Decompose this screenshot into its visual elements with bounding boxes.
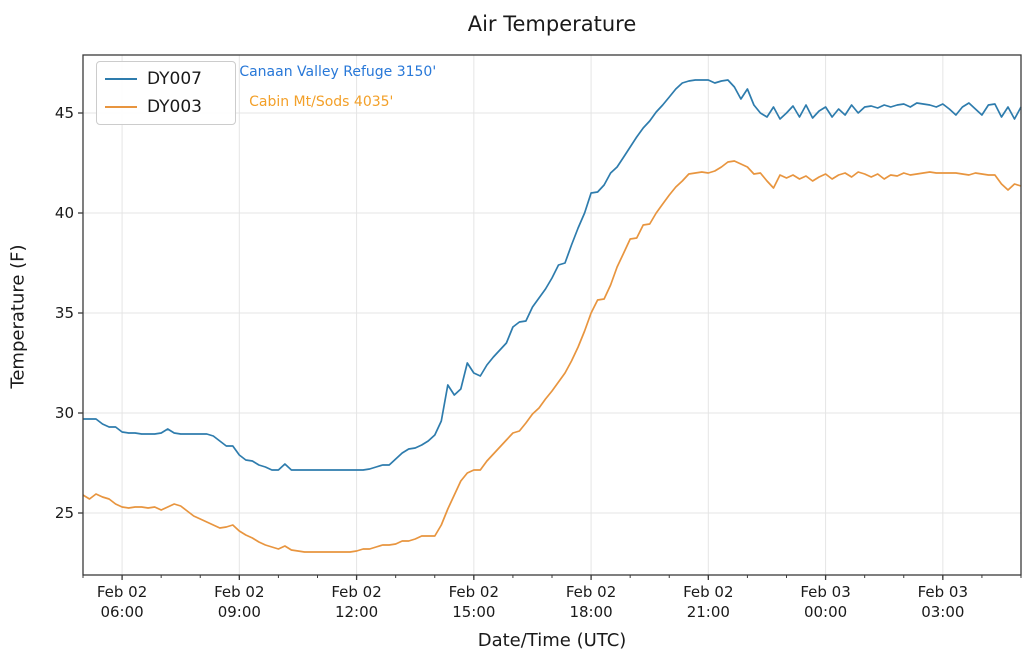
x-tick-label: Feb 02 09:00 xyxy=(214,583,264,621)
annotation-cabin-mt-sods: Cabin Mt/Sods 4035' xyxy=(249,94,394,110)
y-tick-label: 25 xyxy=(55,504,74,522)
legend-label-dy003: DY003 xyxy=(147,96,202,117)
y-tick-label: 30 xyxy=(55,404,74,422)
x-tick-label: Feb 02 12:00 xyxy=(331,583,381,621)
x-tick-label: Feb 02 18:00 xyxy=(566,583,616,621)
x-tick-label: Feb 03 00:00 xyxy=(800,583,850,621)
legend-entry-dy003: DY003 xyxy=(105,97,227,117)
x-tick-label: Feb 02 21:00 xyxy=(683,583,733,621)
x-axis-label: Date/Time (UTC) xyxy=(477,630,627,651)
y-tick-label: 40 xyxy=(55,204,74,222)
axes-spines xyxy=(82,54,1022,576)
y-tick-label: 35 xyxy=(55,304,74,322)
legend-entry-dy007: DY007 xyxy=(105,69,227,89)
legend-label-dy007: DY007 xyxy=(147,69,202,90)
dy007-line-swatch xyxy=(105,78,137,81)
x-tick-label: Feb 02 06:00 xyxy=(97,583,147,621)
legend: DY007 DY003 xyxy=(96,61,236,125)
dy003-line-swatch xyxy=(105,105,137,108)
annotation-canaan-valley-refuge: Canaan Valley Refuge 3150' xyxy=(239,64,437,80)
y-tick-label: 45 xyxy=(55,104,74,122)
x-tick-label: Feb 03 03:00 xyxy=(918,583,968,621)
series-line-dy007 xyxy=(83,79,1022,471)
chart-title: Air Temperature xyxy=(467,12,637,36)
x-tick-label: Feb 02 15:00 xyxy=(449,583,499,621)
series-line-dy003 xyxy=(82,160,1022,553)
